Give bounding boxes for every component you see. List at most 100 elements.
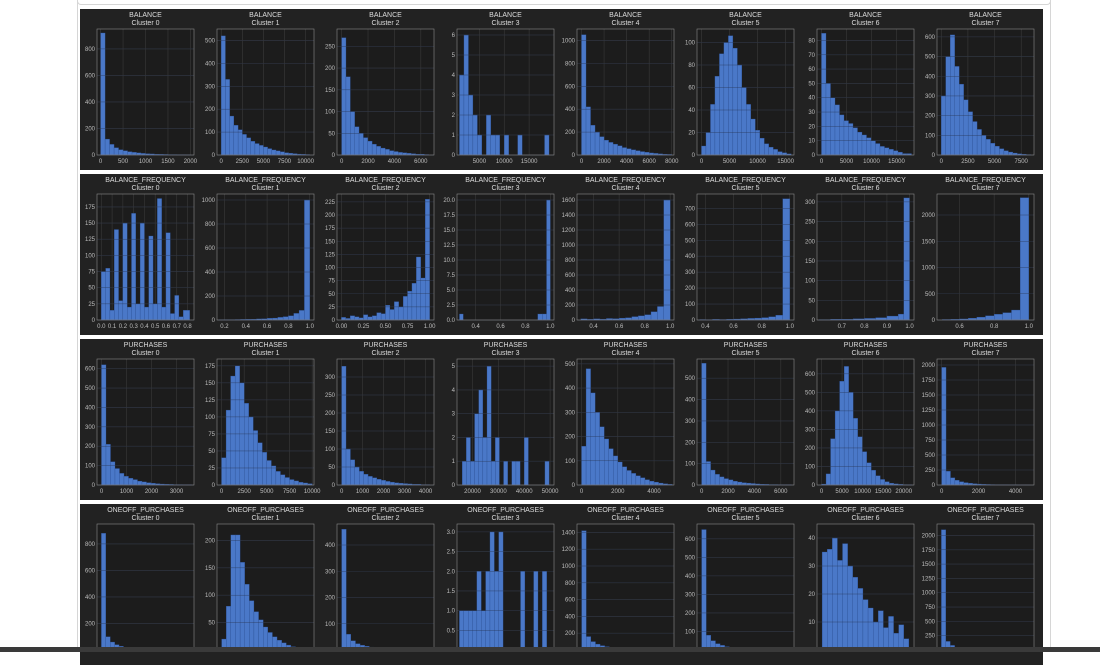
x-tick-label: 0.8 — [860, 324, 869, 330]
histogram-bar — [221, 36, 225, 155]
histogram-bar — [889, 149, 894, 155]
histogram-bar — [303, 483, 308, 485]
y-tick-label: 300 — [685, 592, 696, 598]
histogram-bar — [363, 138, 367, 155]
y-tick-label: 20.0 — [443, 198, 455, 204]
histogram-bar — [240, 562, 245, 650]
histogram-bar — [111, 462, 116, 485]
y-tick-label: 300 — [685, 270, 696, 276]
y-tick-label: 200 — [565, 303, 576, 309]
histogram-bar — [288, 316, 293, 320]
histogram-bar — [129, 478, 134, 485]
x-tick-label: 0.5 — [151, 324, 160, 330]
y-tick-label: 70 — [808, 53, 815, 59]
histogram-bar — [862, 452, 867, 485]
histogram-bar — [272, 150, 276, 155]
histogram-bar — [657, 307, 663, 321]
histogram-bar — [946, 57, 950, 155]
y-tick-label: 200 — [325, 596, 336, 602]
histogram-bar — [867, 463, 872, 485]
x-tick-label: 0.9 — [883, 324, 892, 330]
histogram-bar — [299, 310, 304, 320]
histogram-bar — [885, 148, 890, 155]
y-tick-label: 100 — [565, 459, 576, 465]
y-tick-label: 200 — [805, 446, 816, 452]
y-tick-label: 800 — [85, 47, 96, 53]
plot-area — [937, 524, 1034, 650]
x-tick-label: 0.00 — [336, 324, 348, 330]
histogram-bar — [251, 141, 255, 155]
histogram-bar — [132, 152, 136, 155]
histogram-bar — [955, 66, 959, 155]
histogram-bar — [263, 147, 267, 155]
y-tick-label: 150 — [325, 88, 336, 94]
x-tick-label: 3000 — [398, 489, 412, 495]
x-tick-label: 0 — [99, 159, 103, 165]
histogram-bar — [595, 132, 600, 155]
histogram-bar — [746, 104, 750, 155]
histogram-bar — [381, 480, 385, 485]
y-tick-label: 3.0 — [447, 530, 456, 536]
y-tick-label: 600 — [565, 598, 576, 604]
x-tick-label: 8000 — [665, 159, 679, 165]
histogram-bar — [720, 477, 724, 485]
y-tick-label: 300 — [925, 94, 936, 100]
y-tick-label: 0 — [332, 153, 336, 159]
histogram-bar — [755, 130, 759, 155]
histogram-bar — [600, 137, 605, 155]
y-tick-label: 10 — [808, 620, 815, 626]
histogram-bar — [1011, 310, 1020, 320]
y-tick-label: 300 — [205, 84, 216, 90]
histogram-bar — [862, 135, 867, 155]
histogram-bar — [468, 95, 472, 155]
histogram-bar — [887, 316, 898, 320]
histogram-bar — [368, 317, 372, 320]
x-tick-label: 0 — [220, 159, 224, 165]
y-tick-label: 100 — [325, 622, 336, 628]
y-tick-label: 1000 — [562, 38, 576, 44]
histogram-bar — [545, 461, 549, 485]
histogram-bar — [946, 471, 950, 485]
histogram-bar — [638, 316, 644, 320]
histogram-bar — [390, 310, 394, 321]
histogram-bar — [102, 365, 107, 485]
x-tick-label: 10000 — [863, 159, 880, 165]
x-tick-label: 0.8 — [521, 324, 530, 330]
x-tick-label: 0.6 — [162, 324, 171, 330]
y-tick-label: 1000 — [562, 243, 576, 249]
histogram-bar — [994, 314, 1003, 320]
y-tick-label: 100 — [205, 415, 216, 421]
histogram-bar — [504, 135, 508, 155]
histogram-bar — [627, 470, 632, 485]
histogram-bar — [1004, 151, 1008, 155]
y-tick-label: 300 — [325, 569, 336, 575]
plot-area — [937, 194, 1034, 320]
y-tick-label: 200 — [85, 621, 96, 627]
y-tick-label: 25 — [88, 302, 95, 308]
histogram-bar — [110, 144, 114, 155]
y-tick-label: 250 — [925, 634, 936, 640]
x-tick-label: 2000 — [721, 489, 735, 495]
y-tick-label: 800 — [85, 542, 96, 548]
x-tick-label: 0.0 — [97, 324, 106, 330]
y-tick-label: 0 — [932, 318, 936, 324]
y-tick-label: 600 — [565, 84, 576, 90]
histogram-bar — [783, 199, 790, 320]
x-tick-label: 15000 — [521, 159, 538, 165]
histogram-bar — [876, 476, 881, 485]
histogram-bar — [350, 316, 354, 320]
y-tick-label: 5 — [452, 53, 456, 59]
